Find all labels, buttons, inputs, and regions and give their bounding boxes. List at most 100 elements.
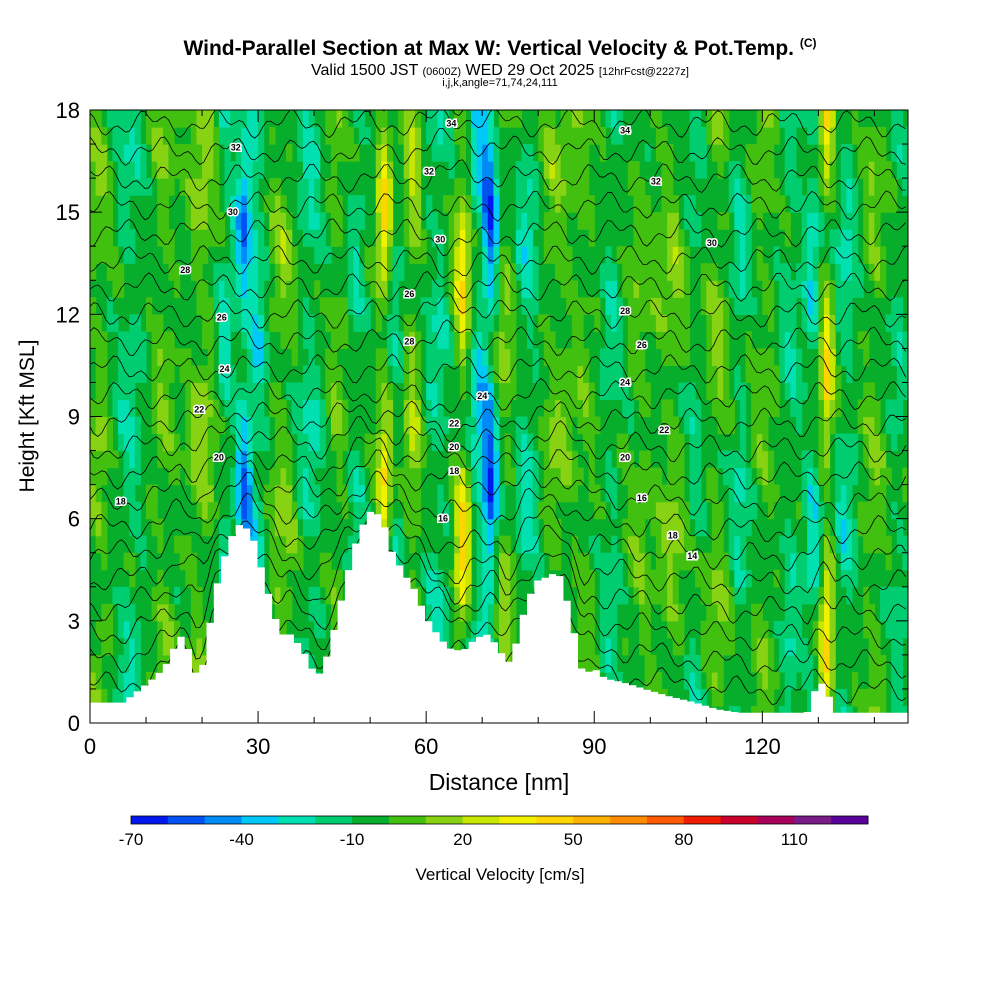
field-cell	[829, 280, 836, 298]
field-cell	[583, 348, 590, 367]
field-cell	[868, 535, 875, 554]
field-cell	[157, 416, 164, 435]
field-cell	[375, 195, 382, 213]
field-cell	[330, 127, 338, 145]
field-cell	[751, 654, 758, 673]
field-cell	[101, 195, 108, 213]
field-cell	[521, 263, 528, 281]
field-cell	[431, 382, 438, 401]
field-cell	[510, 586, 517, 605]
field-cell	[728, 416, 735, 435]
field-cell	[543, 110, 551, 128]
field-cell	[566, 127, 573, 145]
field-cell	[566, 263, 573, 281]
field-cell	[543, 212, 551, 230]
field-cell	[633, 365, 640, 384]
field-cell	[756, 348, 763, 367]
field-cell	[515, 450, 523, 469]
field-cell	[891, 501, 898, 520]
field-cell	[482, 535, 489, 554]
field-cell	[549, 246, 556, 264]
field-cell	[577, 603, 584, 622]
field-cell	[527, 331, 534, 349]
field-cell	[246, 399, 254, 418]
field-cell	[611, 110, 618, 128]
field-cell	[196, 399, 203, 418]
field-cell	[728, 603, 735, 622]
field-cell	[583, 620, 590, 639]
field-cell	[386, 518, 394, 537]
field-cell	[207, 144, 214, 162]
field-cell	[258, 110, 265, 128]
field-cell	[353, 450, 360, 469]
field-cell	[790, 314, 797, 332]
field-cell	[767, 637, 775, 656]
field-cell	[90, 178, 97, 196]
field-cell	[812, 484, 819, 503]
field-cell	[246, 484, 254, 503]
field-cell	[549, 501, 556, 520]
field-cell	[409, 450, 416, 469]
field-cell	[868, 246, 875, 264]
field-cell	[274, 263, 282, 281]
field-cell	[196, 620, 203, 639]
field-cell	[672, 535, 679, 554]
field-cell	[644, 314, 651, 332]
field-cell	[818, 110, 825, 128]
field-cell	[325, 127, 332, 145]
field-cell	[280, 280, 287, 298]
field-cell	[706, 127, 713, 145]
field-cell	[308, 518, 315, 537]
x-tick-label: 60	[414, 734, 438, 759]
field-cell	[874, 127, 881, 145]
field-cell	[566, 467, 573, 486]
field-cell	[857, 127, 864, 145]
field-cell	[577, 586, 584, 605]
field-cell	[706, 552, 713, 571]
field-cell	[162, 620, 170, 639]
field-cell	[241, 416, 248, 435]
field-cell	[639, 552, 646, 571]
field-cell	[101, 127, 108, 145]
field-cell	[891, 637, 898, 656]
field-cell	[230, 365, 237, 384]
field-cell	[767, 467, 775, 486]
field-cell	[885, 399, 892, 418]
field-cell	[375, 246, 382, 264]
field-cell	[756, 212, 763, 230]
field-cell	[555, 212, 562, 230]
field-cell	[431, 280, 438, 298]
field-cell	[414, 586, 422, 605]
pot-temp-labels: 1828222024263032262832301634182022242824…	[114, 117, 718, 562]
field-cell	[101, 603, 108, 622]
field-cell	[823, 161, 831, 179]
field-cell	[784, 552, 791, 571]
field-cell	[812, 535, 819, 554]
field-cell	[213, 297, 220, 315]
field-cell	[583, 569, 590, 588]
field-cell	[812, 637, 819, 656]
field-cell	[314, 433, 321, 452]
field-cell	[403, 127, 410, 145]
field-cell	[241, 161, 248, 179]
field-cell	[521, 518, 528, 537]
field-cell	[241, 195, 248, 213]
field-cell	[560, 246, 567, 264]
theta-label: 18	[116, 497, 126, 507]
field-cell	[459, 297, 466, 315]
field-cell	[795, 195, 803, 213]
field-cell	[566, 246, 573, 264]
field-cell	[515, 263, 523, 281]
field-cell	[868, 161, 875, 179]
field-cell	[779, 348, 786, 367]
colorbar-swatch	[794, 816, 832, 824]
field-cell	[162, 365, 170, 384]
field-cell	[577, 382, 584, 401]
field-cell	[633, 195, 640, 213]
field-cell	[706, 586, 713, 605]
field-cell	[678, 552, 685, 571]
field-cell	[409, 416, 416, 435]
field-cell	[711, 127, 719, 145]
field-cell	[790, 297, 797, 315]
field-cell	[639, 195, 646, 213]
